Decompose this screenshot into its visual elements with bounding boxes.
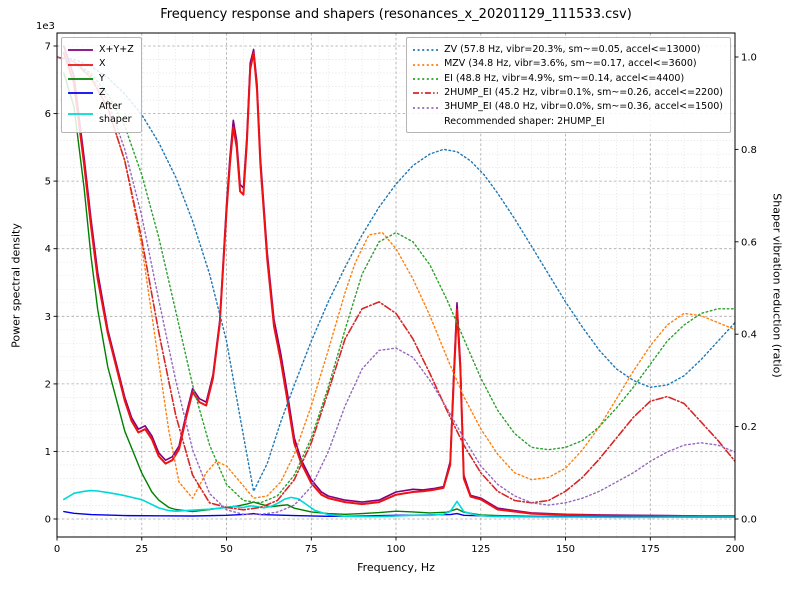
svg-text:200: 200 [725, 544, 744, 555]
legend-line-sample [68, 112, 93, 115]
svg-text:0.8: 0.8 [741, 145, 757, 156]
legend-entry: 3HUMP_EI (48.0 Hz, vibr=0.0%, sm~=0.36, … [412, 101, 723, 113]
series-x [62, 51, 735, 518]
series-2hump-ei [57, 56, 735, 511]
svg-text:0.4: 0.4 [741, 330, 757, 341]
svg-text:0: 0 [45, 515, 51, 526]
grid-minor [57, 33, 735, 537]
legend-line-sample [68, 49, 93, 52]
chart-title: Frequency response and shapers (resonanc… [160, 7, 632, 22]
series-mzv [57, 56, 735, 499]
series-3hump-ei [57, 56, 735, 516]
series-ei [57, 56, 735, 504]
svg-text:150: 150 [556, 544, 575, 555]
legend-line-sample [68, 78, 93, 80]
axis-ticks: 0 25 50 75 100 125 150 175 200 0 1 2 3 4 5 6 7 0.0 0.2 0.4 0… [45, 42, 757, 556]
svg-text:125: 125 [471, 544, 490, 555]
legend-line-sample [413, 49, 439, 52]
svg-text:0.0: 0.0 [741, 515, 757, 526]
legend-line-sample [413, 78, 439, 80]
legend-entry: ZV (57.8 Hz, vibr=20.3%, sm~=0.05, accel… [412, 44, 723, 56]
legend-entry: Y [67, 73, 134, 85]
legend-label: X+Y+Z [99, 44, 134, 55]
svg-text:2: 2 [45, 379, 51, 390]
legend-entry: X+Y+Z [67, 44, 134, 56]
legend-line-sample [68, 92, 93, 95]
legend-note: Recommended shaper: 2HUMP_EI [444, 115, 605, 127]
legend-label: EI (48.8 Hz, vibr=4.9%, sm~=0.14, accel<… [444, 72, 685, 84]
svg-text:0: 0 [54, 544, 60, 555]
svg-text:3: 3 [45, 312, 51, 323]
legend-line-sample [413, 92, 439, 95]
legend-entry: After shaper [67, 101, 134, 126]
y-axis-label-right: Shaper vibration reduction (ratio) [770, 193, 784, 378]
svg-text:50: 50 [220, 544, 233, 555]
y-axis-offset-label: 1e3 [36, 21, 55, 32]
psd-legend: X+Y+Z X Y Z After shaper [61, 37, 142, 134]
svg-text:0.6: 0.6 [741, 237, 757, 248]
svg-text:4: 4 [45, 244, 51, 255]
legend-entry: EI (48.8 Hz, vibr=4.9%, sm~=0.14, accel<… [412, 73, 723, 85]
legend-entry: Z [67, 87, 134, 99]
shaper-legend: ZV (57.8 Hz, vibr=20.3%, sm~=0.05, accel… [406, 37, 731, 134]
svg-text:7: 7 [45, 42, 51, 53]
svg-text:5: 5 [45, 177, 51, 188]
legend-label: 2HUMP_EI (45.2 Hz, vibr=0.1%, sm~=0.26, … [444, 87, 723, 99]
legend-line-sample [68, 63, 93, 66]
legend-label: ZV (57.8 Hz, vibr=20.3%, sm~=0.05, accel… [444, 44, 701, 55]
legend-label: MZV (34.8 Hz, vibr=3.6%, sm~=0.17, accel… [444, 58, 697, 70]
series-y [63, 72, 735, 518]
svg-text:175: 175 [641, 544, 660, 555]
legend-line-sample [413, 106, 439, 109]
series-zv [57, 56, 735, 492]
legend-entry: 2HUMP_EI (45.2 Hz, vibr=0.1%, sm~=0.26, … [412, 87, 723, 99]
svg-text:1: 1 [45, 447, 51, 458]
legend-entry: X [67, 58, 134, 70]
legend-label: Y [99, 72, 105, 84]
legend-line-sample [413, 63, 439, 66]
y-axis-label-left: Power spectral density [9, 223, 23, 348]
svg-text:25: 25 [135, 544, 148, 555]
legend-label: After shaper [99, 101, 132, 125]
svg-text:100: 100 [386, 544, 405, 555]
legend-label: 3HUMP_EI (48.0 Hz, vibr=0.0%, sm~=0.36, … [444, 101, 723, 113]
x-axis-label: Frequency, Hz [357, 561, 435, 574]
legend-label: Z [99, 87, 106, 99]
series-after-shaper [62, 489, 735, 519]
grid-major [57, 33, 735, 537]
svg-text:6: 6 [45, 109, 51, 120]
legend-label: X [99, 58, 106, 70]
series-group [57, 45, 735, 519]
svg-text:0.2: 0.2 [741, 422, 757, 433]
svg-text:1.0: 1.0 [741, 53, 757, 64]
svg-text:75: 75 [305, 544, 318, 555]
legend-entry: MZV (34.8 Hz, vibr=3.6%, sm~=0.17, accel… [412, 58, 723, 70]
